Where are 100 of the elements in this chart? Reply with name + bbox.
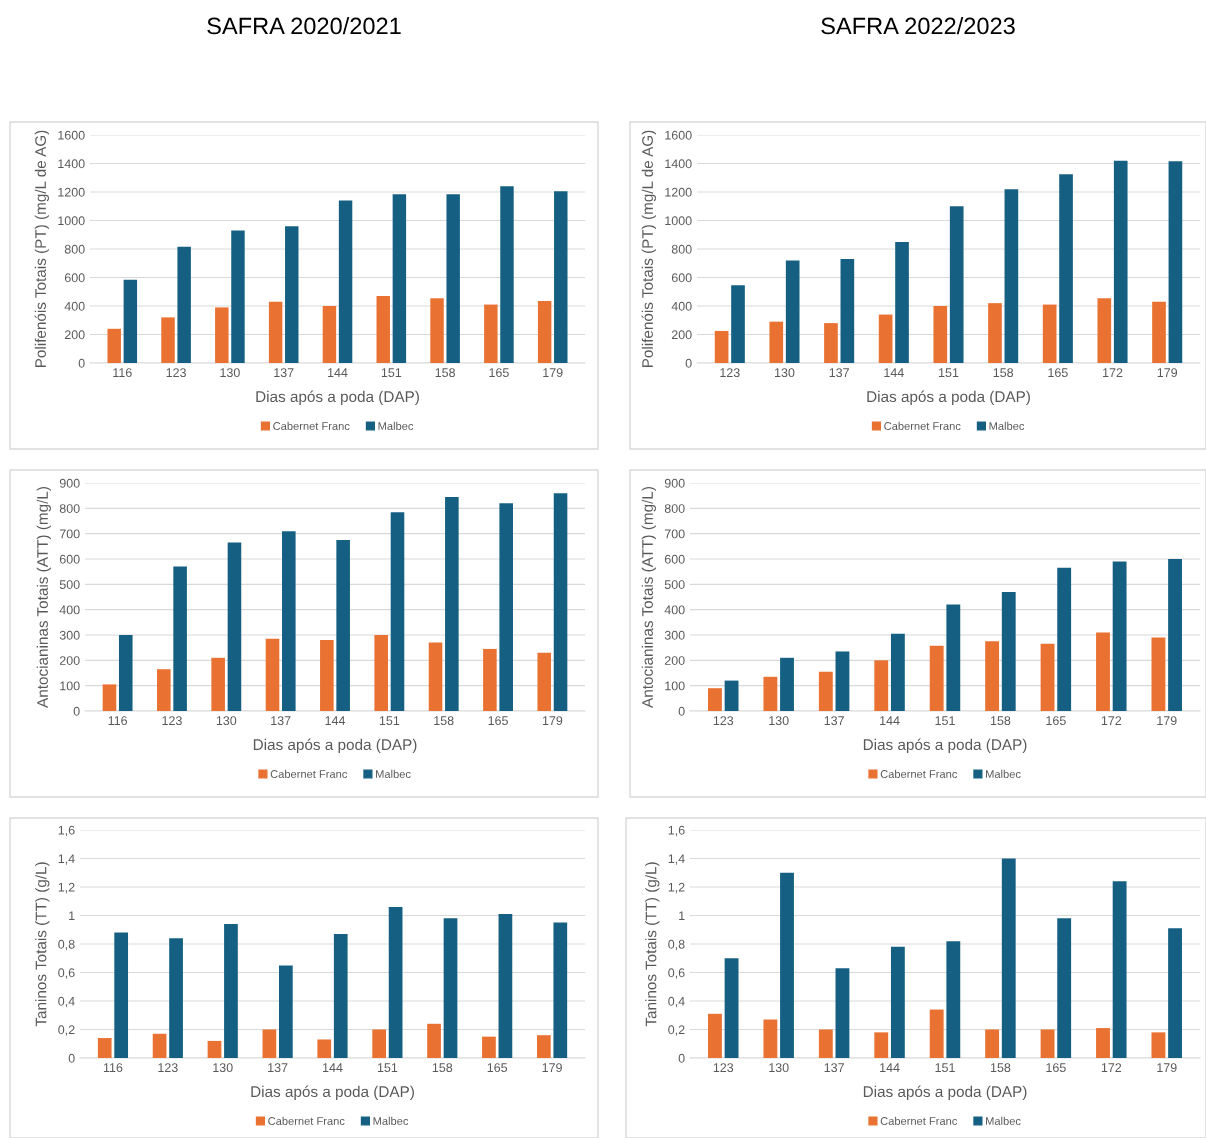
y-tick-label: 900	[664, 478, 685, 488]
bar	[484, 304, 498, 363]
bar	[161, 317, 175, 363]
bar	[724, 680, 739, 711]
bar	[1168, 928, 1182, 1058]
y-tick-label: 600	[59, 554, 80, 564]
y-tick-label: 800	[664, 504, 685, 513]
x-tick-label: 123	[158, 1063, 178, 1073]
x-tick-label: 130	[220, 368, 240, 378]
bar	[895, 241, 909, 363]
bar	[1096, 1028, 1110, 1058]
legend-label: Cabernet Franc	[880, 769, 958, 778]
y-tick-label: 0	[68, 1053, 75, 1063]
bar	[878, 314, 893, 363]
bar	[988, 303, 1002, 363]
y-tick-label: 200	[671, 330, 692, 340]
bar	[763, 676, 778, 711]
legend-label: Malbec	[989, 421, 1025, 430]
bar	[114, 932, 129, 1058]
bar	[211, 657, 225, 711]
bar	[224, 924, 238, 1058]
bar	[173, 566, 187, 711]
y-tick-label: 400	[59, 605, 80, 615]
y-tick-label: 600	[64, 273, 85, 283]
x-tick-label: 144	[880, 1063, 900, 1072]
y-tick-label: 1,6	[668, 825, 685, 837]
x-tick-label: 165	[1046, 716, 1066, 726]
bar	[1152, 301, 1166, 363]
bar	[1040, 1029, 1055, 1058]
bar	[780, 872, 794, 1058]
y-tick-label: 300	[664, 630, 685, 640]
x-tick-label: 179	[543, 368, 563, 378]
x-tick-label: 165	[487, 1063, 508, 1073]
y-tick-label: 200	[59, 656, 80, 665]
x-tick-label: 137	[268, 1063, 288, 1073]
x-tick-label: 116	[103, 1063, 123, 1073]
y-tick-label: 400	[664, 605, 685, 615]
bar	[430, 298, 444, 363]
bar	[840, 258, 855, 363]
y-tick-label: 600	[664, 554, 685, 564]
y-tick-label: 1400	[665, 159, 692, 169]
bar	[102, 684, 117, 711]
x-tick-label: 130	[775, 368, 795, 378]
bar	[483, 648, 497, 711]
y-tick-label: 1000	[58, 216, 85, 226]
bar	[322, 306, 337, 363]
x-tick-label: 179	[542, 1063, 562, 1073]
x-tick-label: 158	[990, 1063, 1011, 1073]
bar	[769, 321, 784, 363]
x-tick-label: 151	[935, 716, 955, 726]
y-tick-label: 0,4	[58, 996, 75, 1008]
x-tick-label: 137	[829, 368, 849, 378]
x-tick-label: 172	[1103, 368, 1123, 377]
bar	[374, 635, 388, 711]
x-tick-label: 144	[323, 1063, 343, 1072]
bar	[265, 638, 280, 711]
bar	[157, 669, 171, 711]
x-tick-label: 158	[435, 368, 455, 378]
y-axis-title: Taninos Totais (TT) (g/L)	[645, 862, 660, 1027]
x-tick-label: 130	[769, 716, 789, 726]
bar	[1168, 161, 1183, 363]
bar	[890, 633, 905, 711]
y-tick-label: 600	[671, 273, 692, 283]
y-tick-label: 1	[69, 911, 75, 921]
bar	[537, 652, 552, 711]
x-axis-title: Dias após a poda (DAP)	[256, 390, 419, 406]
x-tick-label: 179	[1157, 716, 1177, 726]
legend-label: Malbec	[986, 1116, 1021, 1125]
bar	[446, 194, 460, 363]
x-tick-label: 172	[1101, 1063, 1122, 1072]
bar	[107, 328, 121, 363]
legend-label: Cabernet Franc	[268, 1116, 345, 1125]
y-tick-label: 0,8	[58, 939, 75, 951]
bar	[1168, 559, 1182, 711]
y-tick-label: 100	[665, 681, 685, 691]
x-tick-label: 144	[880, 716, 900, 725]
bar	[763, 1019, 778, 1058]
bar	[177, 246, 191, 363]
legend-label: Malbec	[376, 769, 411, 778]
y-tick-label: 200	[64, 330, 85, 340]
x-tick-label: 151	[939, 368, 959, 378]
y-tick-label: 0,2	[58, 1025, 75, 1036]
x-tick-label: 151	[935, 1063, 955, 1073]
x-tick-label: 158	[432, 1063, 453, 1073]
bar	[445, 496, 459, 711]
bar	[818, 1029, 833, 1058]
x-tick-label: 179	[1157, 1063, 1177, 1073]
y-tick-label: 0	[678, 1053, 685, 1063]
bar	[714, 330, 729, 363]
bar	[320, 640, 334, 711]
bar	[874, 1032, 889, 1058]
y-axis-title: Taninos Totais (TT) (g/L)	[35, 862, 50, 1027]
x-tick-label: 123	[713, 1063, 734, 1073]
legend-label: Cabernet Franc	[270, 769, 348, 778]
y-tick-label: 0,6	[668, 968, 685, 979]
x-tick-label: 123	[720, 368, 740, 378]
bar	[537, 301, 552, 363]
bar	[1001, 858, 1016, 1058]
bar	[1151, 637, 1166, 711]
x-tick-label: 144	[325, 716, 346, 725]
